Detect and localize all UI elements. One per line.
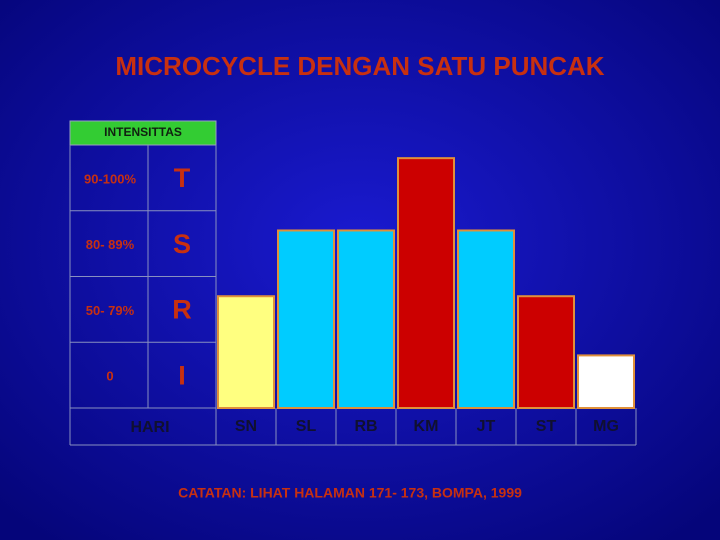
bar <box>337 229 395 409</box>
x-tick-label: KM <box>414 418 439 435</box>
level-label: R <box>172 295 192 325</box>
x-tick-label: JT <box>477 418 496 435</box>
axis-header: INTENSITTAS <box>104 125 182 139</box>
chart-title: MICROCYCLE DENGAN SATU PUNCAK <box>115 51 604 81</box>
axis-header-box <box>69 120 217 146</box>
x-tick-label: RB <box>354 418 377 435</box>
level-range: 0 <box>106 369 113 384</box>
x-axis-label: HARI <box>130 419 169 436</box>
bar <box>397 157 455 409</box>
x-tick-label: MG <box>593 418 619 435</box>
level-label: I <box>178 360 186 390</box>
level-label: T <box>174 163 191 193</box>
bar <box>277 229 335 409</box>
level-range: 50- 79% <box>86 303 135 318</box>
bar <box>577 354 635 409</box>
level-label: S <box>173 229 191 259</box>
x-tick-label: SN <box>235 418 257 435</box>
note: CATATAN: LIHAT HALAMAN 171- 173, BOMPA, … <box>178 485 522 501</box>
bar <box>457 229 515 409</box>
bar <box>517 295 575 410</box>
level-range: 80- 89% <box>86 237 135 252</box>
bar <box>217 295 275 410</box>
level-range: 90-100% <box>84 171 136 186</box>
x-tick-label: ST <box>536 418 557 435</box>
x-tick-label: SL <box>296 418 317 435</box>
